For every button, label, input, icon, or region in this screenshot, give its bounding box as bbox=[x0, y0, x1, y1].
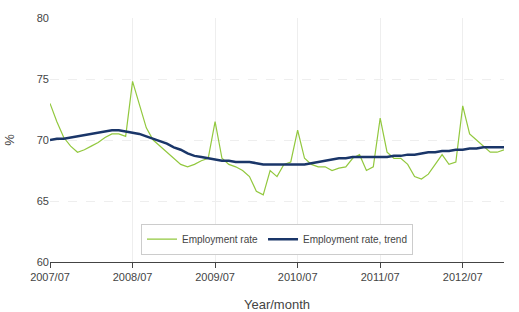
svg-text:60: 60 bbox=[37, 256, 49, 268]
svg-text:65: 65 bbox=[37, 195, 49, 207]
svg-text:Employment rate: Employment rate bbox=[182, 234, 258, 245]
svg-text:2008/07: 2008/07 bbox=[113, 271, 153, 283]
svg-text:2010/07: 2010/07 bbox=[278, 271, 318, 283]
svg-text:80: 80 bbox=[37, 12, 49, 24]
svg-text:Year/month: Year/month bbox=[244, 297, 310, 312]
svg-text:2007/07: 2007/07 bbox=[30, 271, 70, 283]
svg-text:75: 75 bbox=[37, 73, 49, 85]
svg-text:70: 70 bbox=[37, 134, 49, 146]
svg-text:%: % bbox=[2, 134, 17, 146]
svg-text:Employment rate, trend: Employment rate, trend bbox=[303, 234, 407, 245]
svg-text:2011/07: 2011/07 bbox=[361, 271, 400, 283]
svg-text:2012/07: 2012/07 bbox=[443, 271, 483, 283]
svg-text:2009/07: 2009/07 bbox=[195, 271, 235, 283]
